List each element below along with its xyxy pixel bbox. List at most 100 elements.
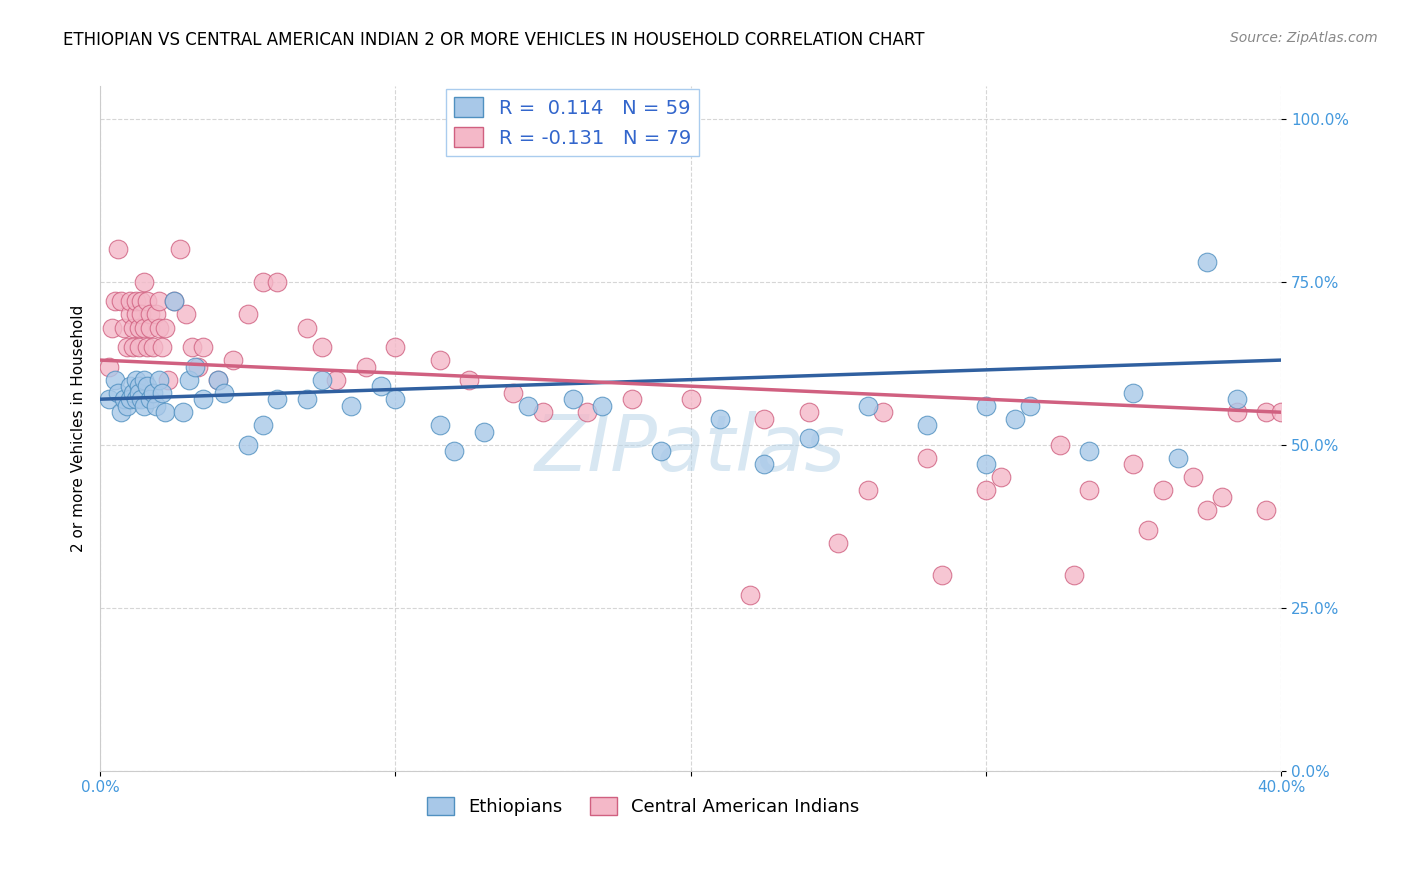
Point	[139, 392, 162, 407]
Point	[118, 392, 141, 407]
Point	[266, 275, 288, 289]
Point	[311, 340, 333, 354]
Point	[183, 359, 205, 374]
Point	[112, 320, 135, 334]
Point	[128, 340, 150, 354]
Point	[121, 320, 143, 334]
Point	[134, 373, 156, 387]
Point	[517, 399, 540, 413]
Point	[856, 399, 879, 413]
Point	[709, 411, 731, 425]
Point	[180, 340, 202, 354]
Point	[148, 373, 170, 387]
Point	[145, 308, 167, 322]
Point	[150, 340, 173, 354]
Point	[1122, 385, 1144, 400]
Point	[443, 444, 465, 458]
Point	[915, 418, 938, 433]
Point	[429, 353, 451, 368]
Point	[207, 373, 229, 387]
Point	[212, 385, 235, 400]
Point	[1226, 405, 1249, 419]
Point	[136, 294, 159, 309]
Point	[990, 470, 1012, 484]
Point	[1004, 411, 1026, 425]
Point	[797, 405, 820, 419]
Point	[266, 392, 288, 407]
Point	[1122, 458, 1144, 472]
Point	[311, 373, 333, 387]
Point	[1197, 255, 1219, 269]
Point	[1078, 483, 1101, 498]
Point	[193, 392, 215, 407]
Text: ETHIOPIAN VS CENTRAL AMERICAN INDIAN 2 OR MORE VEHICLES IN HOUSEHOLD CORRELATION: ETHIOPIAN VS CENTRAL AMERICAN INDIAN 2 O…	[63, 31, 925, 49]
Point	[115, 399, 138, 413]
Point	[174, 308, 197, 322]
Point	[1256, 503, 1278, 517]
Point	[384, 340, 406, 354]
Point	[1063, 568, 1085, 582]
Point	[1137, 523, 1160, 537]
Point	[1167, 450, 1189, 465]
Point	[193, 340, 215, 354]
Point	[1019, 399, 1042, 413]
Point	[325, 373, 347, 387]
Point	[101, 320, 124, 334]
Point	[1152, 483, 1174, 498]
Point	[118, 308, 141, 322]
Point	[1181, 470, 1204, 484]
Point	[797, 431, 820, 445]
Text: Source: ZipAtlas.com: Source: ZipAtlas.com	[1230, 31, 1378, 45]
Point	[163, 294, 186, 309]
Point	[384, 392, 406, 407]
Point	[136, 379, 159, 393]
Point	[340, 399, 363, 413]
Point	[153, 405, 176, 419]
Point	[1285, 210, 1308, 224]
Point	[827, 535, 849, 549]
Point	[128, 385, 150, 400]
Point	[148, 320, 170, 334]
Point	[754, 411, 776, 425]
Point	[128, 320, 150, 334]
Point	[157, 373, 180, 387]
Point	[354, 359, 377, 374]
Point	[107, 242, 129, 256]
Point	[252, 418, 274, 433]
Point	[142, 340, 165, 354]
Point	[974, 483, 997, 498]
Point	[139, 308, 162, 322]
Point	[1211, 490, 1233, 504]
Point	[145, 399, 167, 413]
Point	[1270, 405, 1292, 419]
Point	[472, 425, 495, 439]
Point	[295, 392, 318, 407]
Point	[187, 359, 209, 374]
Point	[118, 294, 141, 309]
Point	[98, 392, 121, 407]
Point	[104, 294, 127, 309]
Point	[107, 385, 129, 400]
Point	[738, 588, 761, 602]
Point	[531, 405, 554, 419]
Point	[1256, 405, 1278, 419]
Point	[1315, 340, 1337, 354]
Point	[872, 405, 894, 419]
Point	[1226, 392, 1249, 407]
Point	[134, 275, 156, 289]
Point	[679, 392, 702, 407]
Text: ZIPatlas: ZIPatlas	[536, 411, 846, 487]
Point	[172, 405, 194, 419]
Point	[295, 320, 318, 334]
Point	[650, 444, 672, 458]
Point	[576, 405, 599, 419]
Point	[974, 399, 997, 413]
Legend: Ethiopians, Central American Indians: Ethiopians, Central American Indians	[420, 789, 868, 823]
Point	[112, 392, 135, 407]
Point	[1078, 444, 1101, 458]
Point	[128, 379, 150, 393]
Point	[754, 458, 776, 472]
Point	[110, 405, 132, 419]
Point	[110, 294, 132, 309]
Point	[502, 385, 524, 400]
